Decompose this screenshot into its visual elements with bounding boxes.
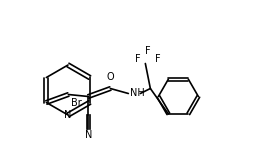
Text: NH: NH — [130, 89, 145, 98]
Text: F: F — [155, 54, 160, 65]
Text: Br: Br — [71, 97, 82, 108]
Text: F: F — [144, 46, 150, 57]
Text: N: N — [64, 110, 72, 120]
Text: N: N — [85, 130, 92, 140]
Text: O: O — [106, 71, 114, 81]
Text: F: F — [134, 54, 140, 65]
